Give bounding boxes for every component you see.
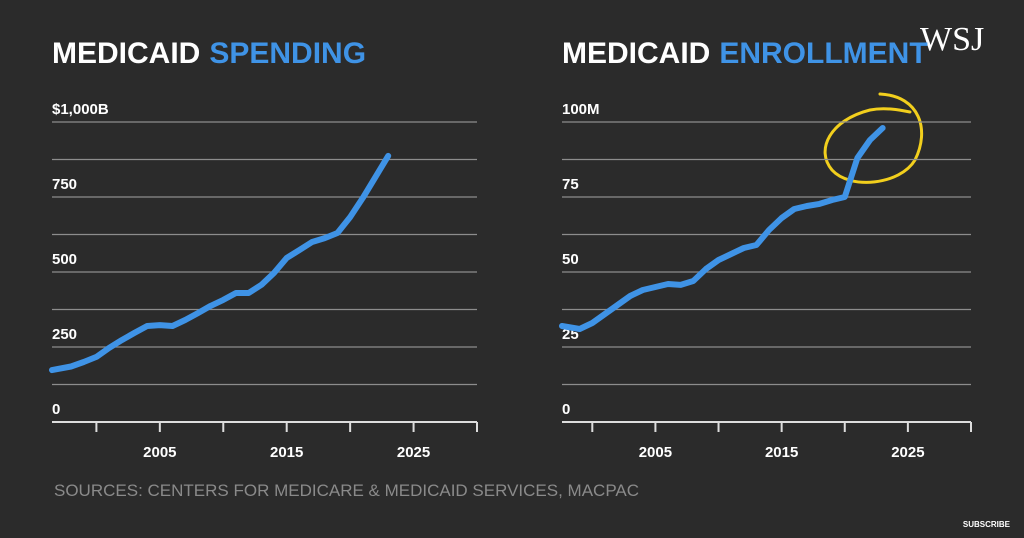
data-line bbox=[49, 152, 392, 374]
y-tick-label: $1,000B bbox=[52, 101, 109, 118]
y-tick-label: 500 bbox=[52, 251, 77, 268]
highlight-circle bbox=[823, 92, 924, 184]
y-tick-label: 100M bbox=[562, 101, 600, 118]
source: SOURCES: CENTERS FOR MEDICARE & MEDICAID… bbox=[54, 481, 639, 500]
y-tick-label: 0 bbox=[52, 401, 60, 418]
subscribe-button[interactable]: SUBSCRIBE bbox=[963, 520, 1011, 529]
y-tick-label: 250 bbox=[52, 326, 77, 343]
y-tick-label: 0 bbox=[562, 401, 570, 418]
x-tick-label: 2025 bbox=[891, 444, 924, 461]
chart-title: MEDICAID ENROLLMENT bbox=[562, 37, 928, 70]
x-tick-label: 2005 bbox=[639, 444, 672, 461]
x-tick-label: 2015 bbox=[765, 444, 798, 461]
y-tick-label: 50 bbox=[562, 251, 579, 268]
x-tick-label: 2015 bbox=[270, 444, 303, 461]
chart-title: MEDICAID SPENDING bbox=[52, 37, 366, 70]
y-tick-label: 75 bbox=[562, 176, 579, 193]
title-text: MEDICAID bbox=[52, 37, 200, 70]
data-line bbox=[559, 125, 886, 332]
x-tick-label: 2005 bbox=[143, 444, 176, 461]
title-highlight: SPENDING bbox=[209, 37, 366, 70]
x-tick-label: 2025 bbox=[397, 444, 430, 461]
title-text: MEDICAID bbox=[562, 37, 710, 70]
y-tick-label: 750 bbox=[52, 176, 77, 193]
logo: WSJ bbox=[920, 21, 984, 58]
title-highlight: ENROLLMENT bbox=[719, 37, 927, 70]
